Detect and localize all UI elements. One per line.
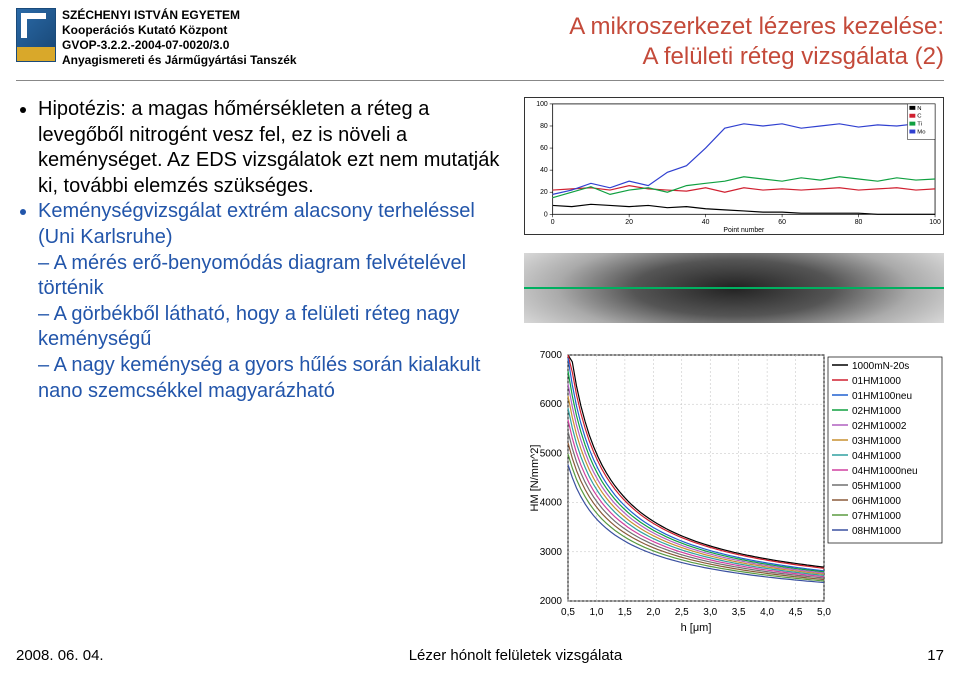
footer-date: 2008. 06. 04.	[16, 647, 104, 664]
svg-text:80: 80	[540, 123, 548, 130]
bullet-list: Hipotézis: a magas hőmérsékleten a réteg…	[16, 97, 502, 635]
content: Hipotézis: a magas hőmérsékleten a réteg…	[0, 89, 960, 635]
svg-text:HM [N/mm^2]: HM [N/mm^2]	[529, 445, 541, 512]
svg-text:20: 20	[540, 189, 548, 196]
svg-text:40: 40	[702, 219, 710, 226]
title-line-2: A felületi réteg vizsgálata (2)	[569, 42, 944, 72]
svg-text:0: 0	[551, 219, 555, 226]
svg-text:02HM1000: 02HM1000	[852, 406, 901, 417]
svg-text:01HM100neu: 01HM100neu	[852, 391, 912, 402]
svg-text:60: 60	[540, 145, 548, 152]
footer-page: 17	[927, 647, 944, 664]
inst-line-3: GVOP-3.2.2.-2004-07-0020/3.0	[62, 38, 297, 53]
svg-text:3000: 3000	[540, 547, 563, 558]
title-line-1: A mikroszerkezet lézeres kezelése:	[569, 12, 944, 42]
svg-text:20: 20	[625, 219, 633, 226]
bullet-2: Keménységvizsgálat extrém alacsony terhe…	[38, 199, 502, 404]
slide-title: A mikroszerkezet lézeres kezelése: A fel…	[569, 8, 944, 72]
footer-center: Lézer hónolt felületek vizsgálata	[409, 647, 622, 664]
charts-panel: 0 20 40 60 80 100 0 20 40 60 80 100 Point number NC Ti…	[514, 97, 944, 635]
bullet-1: Hipotézis: a magas hőmérsékleten a réteg…	[38, 97, 502, 199]
svg-text:02HM10002: 02HM10002	[852, 421, 907, 432]
svg-text:4,5: 4,5	[789, 607, 803, 618]
svg-text:Ti: Ti	[917, 122, 922, 128]
svg-text:1,0: 1,0	[589, 607, 603, 618]
svg-text:0: 0	[544, 211, 548, 218]
inst-line-4: Anyagismereti és Járműgyártási Tanszék	[62, 53, 297, 68]
svg-text:01HM1000: 01HM1000	[852, 376, 901, 387]
svg-text:0,5: 0,5	[561, 607, 575, 618]
svg-text:Point number: Point number	[723, 227, 765, 234]
bullet-2-text: Keménységvizsgálat extrém alacsony terhe…	[38, 200, 475, 248]
eds-line-chart: 0 20 40 60 80 100 0 20 40 60 80 100 Point number NC Ti…	[524, 97, 944, 235]
svg-text:1000mN-20s: 1000mN-20s	[852, 361, 909, 372]
svg-text:7000: 7000	[540, 350, 563, 361]
svg-text:07HM1000: 07HM1000	[852, 511, 901, 522]
svg-text:5,0: 5,0	[817, 607, 831, 618]
svg-text:03HM1000: 03HM1000	[852, 436, 901, 447]
svg-text:05HM1000: 05HM1000	[852, 481, 901, 492]
svg-text:h [μm]: h [μm]	[681, 622, 712, 634]
svg-text:3,5: 3,5	[732, 607, 746, 618]
inst-line-2: Kooperációs Kutató Központ	[62, 23, 297, 38]
svg-text:04HM1000: 04HM1000	[852, 451, 901, 462]
svg-text:08HM1000: 08HM1000	[852, 526, 901, 537]
header: SZÉCHENYI ISTVÁN EGYETEM Kooperációs Kut…	[0, 0, 960, 76]
svg-text:2,5: 2,5	[675, 607, 689, 618]
footer: 2008. 06. 04. Lézer hónolt felületek viz…	[16, 647, 944, 664]
header-divider	[16, 80, 944, 81]
svg-text:04HM1000neu: 04HM1000neu	[852, 466, 918, 477]
header-left: SZÉCHENYI ISTVÁN EGYETEM Kooperációs Kut…	[16, 8, 297, 68]
svg-text:100: 100	[929, 219, 941, 226]
institution-text: SZÉCHENYI ISTVÁN EGYETEM Kooperációs Kut…	[62, 8, 297, 68]
svg-text:4000: 4000	[540, 498, 563, 509]
university-logo	[16, 8, 56, 62]
svg-text:80: 80	[855, 219, 863, 226]
bullet-2c: A nagy keménység a gyors hűlés során kia…	[38, 353, 502, 404]
bullet-2a: A mérés erő-benyomódás diagram felvételé…	[38, 251, 502, 302]
hardness-chart: 2000 3000 4000 5000 6000 7000 0,5 1,0 1,5 2,0 2,5 3…	[524, 345, 944, 635]
svg-text:5000: 5000	[540, 448, 563, 459]
svg-text:Mo: Mo	[917, 129, 926, 135]
inst-line-1: SZÉCHENYI ISTVÁN EGYETEM	[62, 8, 297, 23]
svg-text:2000: 2000	[540, 596, 563, 607]
svg-text:1,5: 1,5	[618, 607, 632, 618]
sem-micrograph	[524, 253, 944, 323]
svg-text:C: C	[917, 114, 922, 120]
svg-text:2,0: 2,0	[646, 607, 660, 618]
svg-text:6000: 6000	[540, 399, 563, 410]
svg-text:06HM1000: 06HM1000	[852, 496, 901, 507]
svg-text:N: N	[917, 106, 921, 112]
svg-text:40: 40	[540, 167, 548, 174]
svg-text:4,0: 4,0	[760, 607, 774, 618]
bullet-2b: A görbékből látható, hogy a felületi rét…	[38, 302, 502, 353]
svg-text:3,0: 3,0	[703, 607, 717, 618]
svg-text:60: 60	[778, 219, 786, 226]
svg-text:100: 100	[536, 101, 548, 108]
